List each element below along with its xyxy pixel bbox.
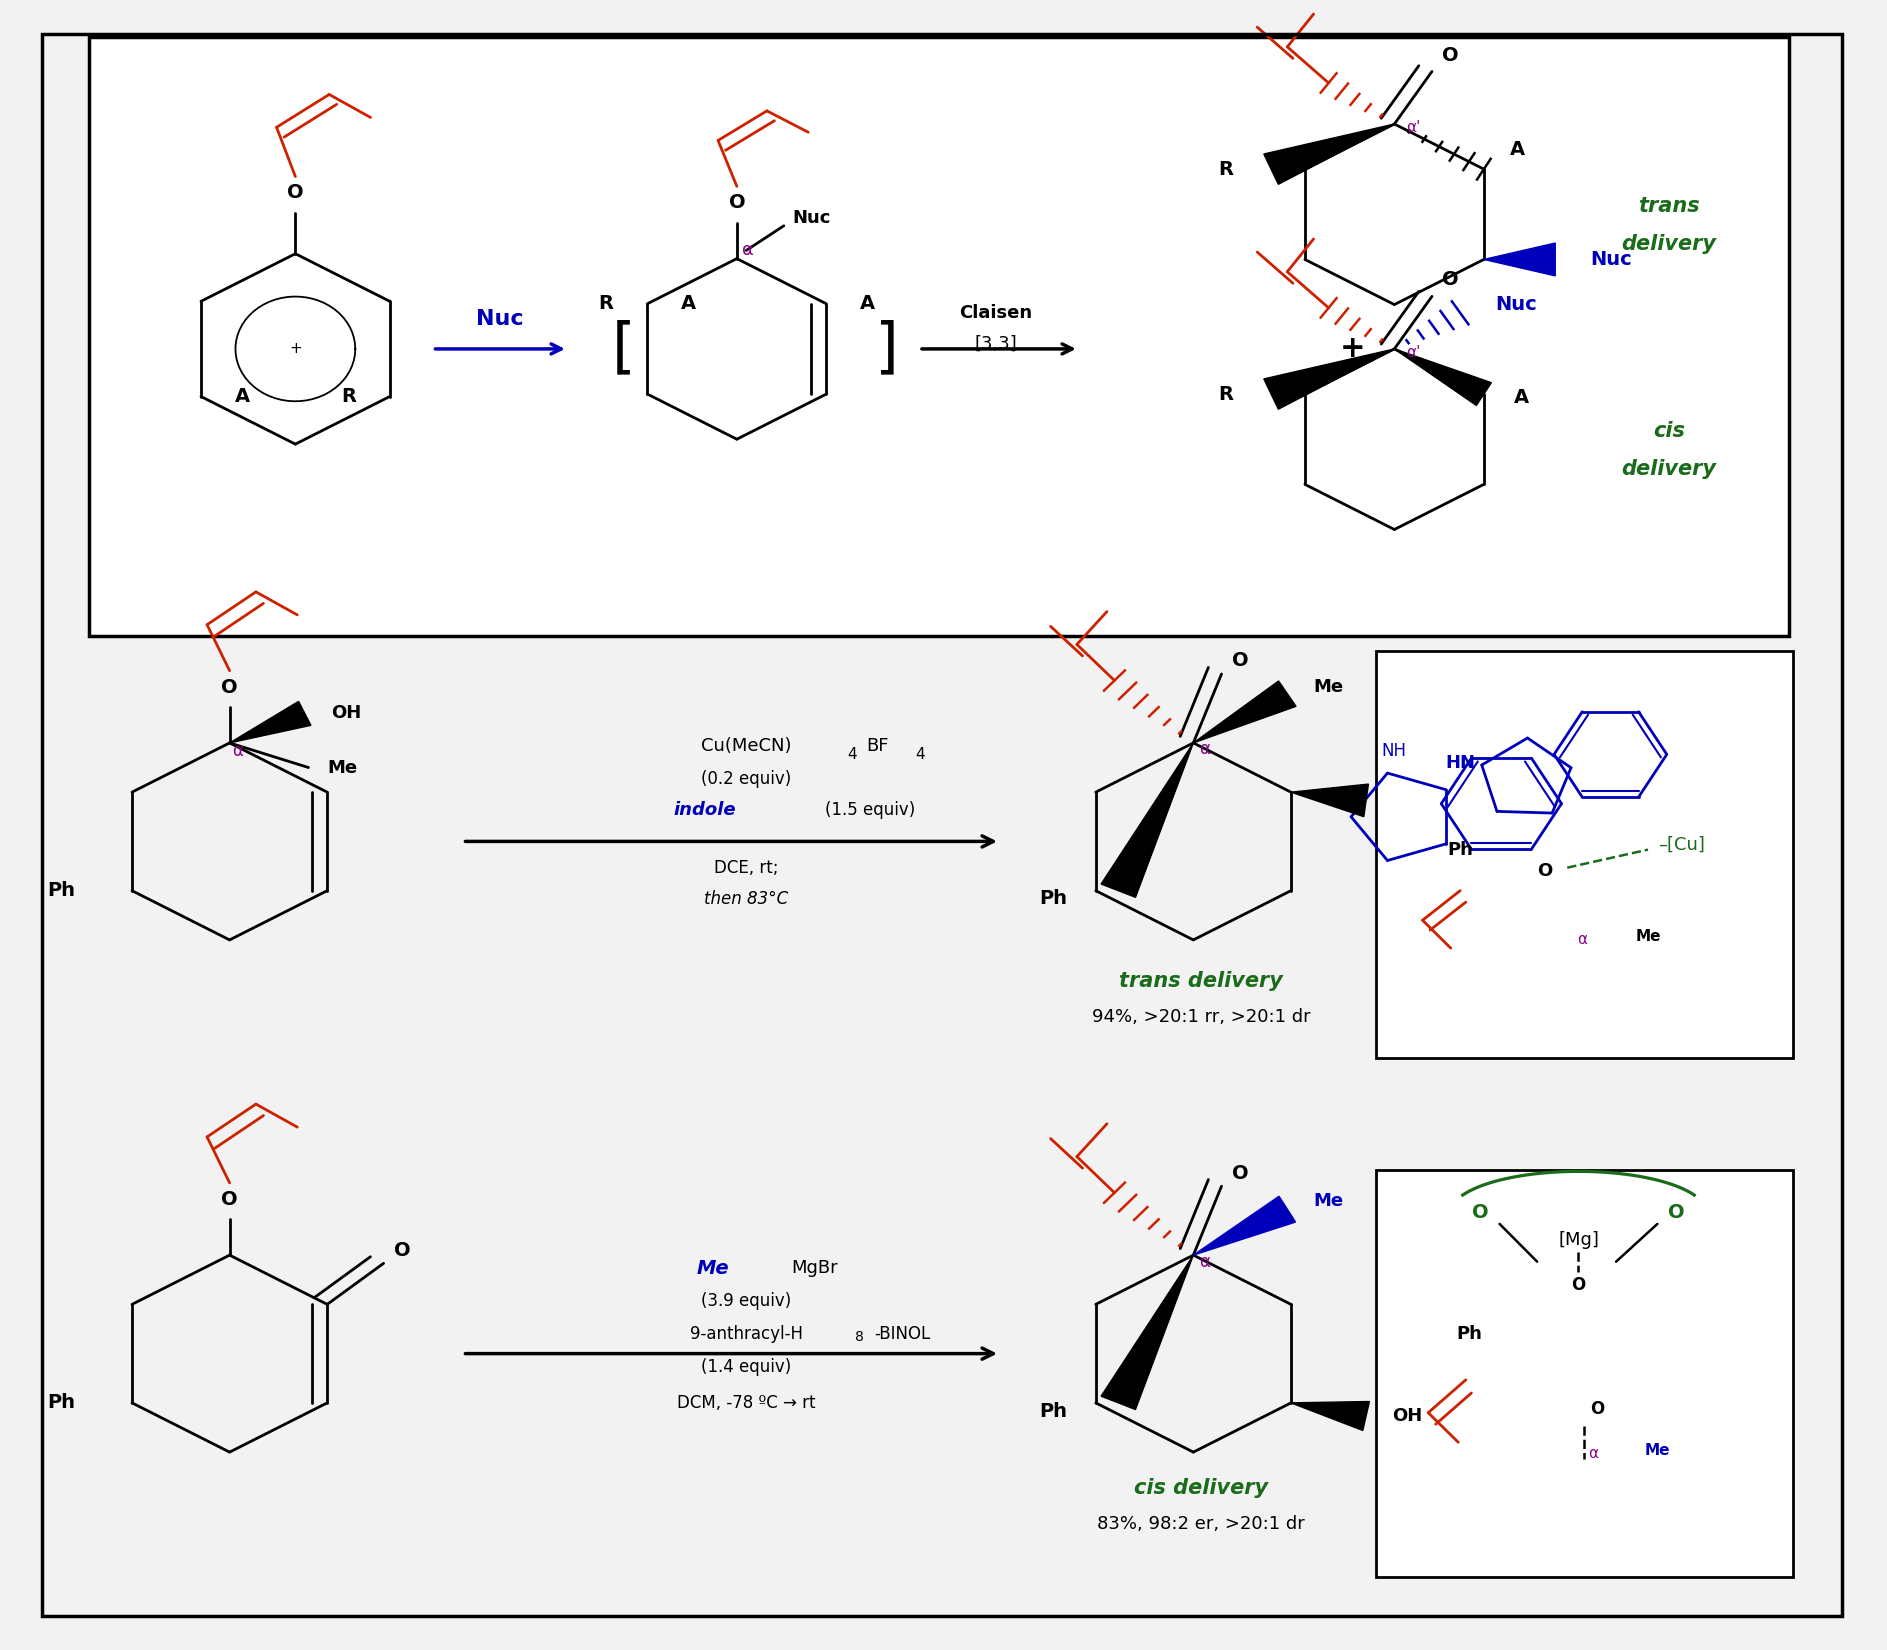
Text: O: O — [221, 678, 238, 696]
Text: delivery: delivery — [1621, 459, 1715, 478]
Text: trans: trans — [1638, 196, 1700, 216]
Text: cis delivery: cis delivery — [1134, 1478, 1268, 1498]
Text: O: O — [1572, 1275, 1585, 1294]
Text: α: α — [1578, 932, 1587, 947]
Text: 94%, >20:1 rr, >20:1 dr: 94%, >20:1 rr, >20:1 dr — [1091, 1008, 1310, 1026]
Text: Ph: Ph — [1447, 840, 1474, 858]
Text: Cu(MeCN): Cu(MeCN) — [700, 738, 791, 756]
Text: Me: Me — [1636, 929, 1661, 944]
Text: OH: OH — [1393, 1407, 1423, 1426]
Text: O: O — [1538, 861, 1553, 879]
Text: 83%, 98:2 er, >20:1 dr: 83%, 98:2 er, >20:1 dr — [1096, 1515, 1304, 1533]
Text: O: O — [1232, 1163, 1249, 1183]
Polygon shape — [1483, 243, 1555, 276]
Text: delivery: delivery — [1621, 234, 1715, 254]
Text: O: O — [1442, 271, 1459, 289]
Text: Claisen: Claisen — [960, 304, 1032, 322]
Text: A: A — [1510, 140, 1525, 158]
Text: Nuc: Nuc — [1496, 295, 1538, 314]
Text: Nuc: Nuc — [793, 208, 830, 226]
Text: 8: 8 — [855, 1330, 864, 1345]
Text: Ph: Ph — [1457, 1325, 1483, 1343]
Text: O: O — [728, 193, 745, 213]
Polygon shape — [1102, 742, 1193, 898]
Text: +: + — [289, 342, 302, 356]
Polygon shape — [1193, 681, 1296, 742]
Text: Ph: Ph — [1040, 889, 1068, 909]
Text: 4: 4 — [847, 747, 857, 762]
Text: DCE, rt;: DCE, rt; — [713, 858, 779, 876]
Text: BF: BF — [866, 738, 889, 756]
Text: O: O — [1472, 1203, 1489, 1223]
Text: A: A — [1513, 388, 1528, 408]
Text: cis: cis — [1653, 421, 1685, 441]
Text: α': α' — [1406, 345, 1421, 360]
Text: A: A — [860, 294, 876, 314]
Polygon shape — [1264, 124, 1394, 185]
Text: α: α — [1200, 741, 1210, 759]
Text: O: O — [1442, 46, 1459, 64]
Text: Nuc: Nuc — [476, 309, 525, 330]
FancyBboxPatch shape — [1376, 1170, 1793, 1577]
Polygon shape — [1102, 1256, 1193, 1409]
Text: O: O — [1232, 652, 1249, 670]
Text: A: A — [234, 388, 249, 406]
Text: Nuc: Nuc — [1591, 249, 1632, 269]
Text: [Mg]: [Mg] — [1559, 1231, 1598, 1249]
Text: ]: ] — [876, 320, 898, 378]
Text: (0.2 equiv): (0.2 equiv) — [702, 771, 791, 789]
Text: O: O — [1591, 1401, 1604, 1419]
Text: O: O — [394, 1241, 411, 1259]
Text: Ph: Ph — [47, 881, 75, 901]
Polygon shape — [1193, 1196, 1296, 1256]
Text: A: A — [681, 294, 696, 314]
Text: O: O — [1668, 1203, 1685, 1223]
Text: HN: HN — [1445, 754, 1476, 772]
Polygon shape — [1394, 348, 1491, 406]
FancyBboxPatch shape — [89, 36, 1789, 637]
Text: (1.4 equiv): (1.4 equiv) — [702, 1358, 791, 1376]
Text: R: R — [1219, 384, 1234, 404]
Text: –[Cu]: –[Cu] — [1659, 835, 1706, 853]
Text: R: R — [342, 388, 357, 406]
Text: O: O — [221, 1190, 238, 1209]
Text: α: α — [1589, 1447, 1598, 1462]
Text: Me: Me — [1313, 1191, 1344, 1209]
Text: +: + — [1340, 335, 1366, 363]
Text: NH: NH — [1381, 742, 1408, 761]
Text: O: O — [287, 183, 304, 203]
Text: OH: OH — [330, 705, 360, 723]
Text: 4: 4 — [915, 747, 925, 762]
Polygon shape — [1291, 784, 1368, 817]
Text: Ph: Ph — [1040, 1401, 1068, 1421]
Text: MgBr: MgBr — [791, 1259, 838, 1277]
Text: [: [ — [611, 320, 636, 378]
FancyBboxPatch shape — [1376, 652, 1793, 1058]
Text: 9-anthracyl-H: 9-anthracyl-H — [691, 1325, 802, 1343]
Text: Me: Me — [1645, 1444, 1670, 1459]
Text: α: α — [232, 742, 243, 761]
Polygon shape — [1291, 1401, 1370, 1431]
Text: Ph: Ph — [47, 1393, 75, 1412]
Text: (1.5 equiv): (1.5 equiv) — [825, 802, 915, 818]
Polygon shape — [230, 701, 311, 742]
Text: Me: Me — [696, 1259, 728, 1277]
Text: indole: indole — [674, 802, 736, 818]
Text: α: α — [742, 241, 755, 259]
Polygon shape — [1264, 348, 1394, 409]
Text: [3,3]: [3,3] — [976, 335, 1017, 353]
Text: DCM, -78 ºC → rt: DCM, -78 ºC → rt — [677, 1394, 815, 1412]
Text: α: α — [1200, 1252, 1210, 1270]
Text: -BINOL: -BINOL — [874, 1325, 930, 1343]
Text: trans delivery: trans delivery — [1119, 970, 1283, 992]
Text: then 83°C: then 83°C — [704, 889, 789, 908]
Text: Me: Me — [326, 759, 357, 777]
Text: (3.9 equiv): (3.9 equiv) — [702, 1292, 791, 1310]
Text: R: R — [598, 294, 613, 314]
Text: α': α' — [1406, 120, 1421, 135]
Text: R: R — [1219, 160, 1234, 178]
Text: Me: Me — [1313, 678, 1344, 696]
